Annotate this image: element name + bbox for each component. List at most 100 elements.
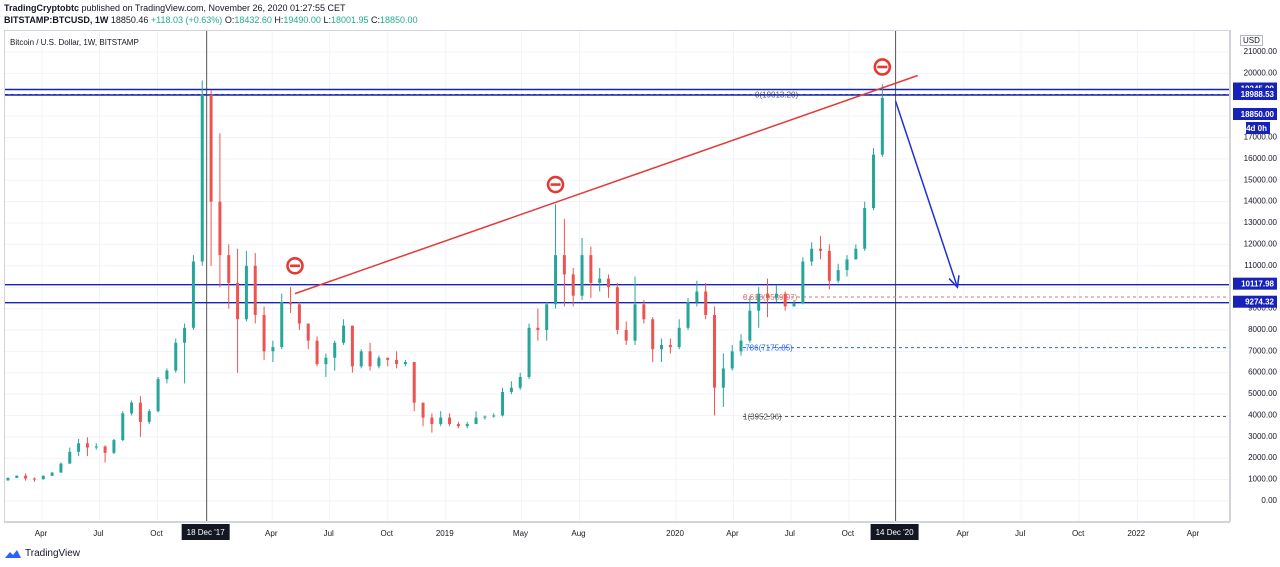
candle-body [571, 274, 575, 296]
candle [227, 244, 231, 309]
chart-pane[interactable]: 0(19013.20) 0.618(9539.97) .786(7175.85) 1(… [4, 30, 1230, 522]
price-tick-label: 6000.00 [1248, 368, 1277, 377]
time-tick-label: Jul [1015, 529, 1025, 538]
price-tag-label: 18850.00 [1241, 110, 1275, 119]
candle [739, 334, 743, 356]
candle-body [624, 329, 628, 341]
candle [880, 84, 884, 157]
candle [253, 252, 257, 324]
price-tick-label: 2000.00 [1248, 453, 1277, 462]
candle-body [562, 255, 566, 275]
candle [421, 402, 425, 427]
open-label: O: [224, 15, 235, 25]
price-tick-label: 5000.00 [1248, 389, 1277, 398]
candle-body [615, 287, 619, 330]
price-tag: 10117.98 [1233, 277, 1277, 290]
price-tick-label: 9000.00 [1248, 304, 1277, 313]
candle [342, 319, 346, 345]
currency-label[interactable]: USD [1240, 35, 1263, 46]
candle-body [138, 402, 142, 422]
candle [872, 148, 876, 211]
time-axis[interactable]: Apr Jul Oct Apr Jul Oct 2019 May Aug 2020 Apr Jul Oc… [4, 522, 1230, 540]
time-tick-label: Jul [324, 529, 334, 538]
candle [863, 201, 867, 251]
price-change: +118.03 (+0.63%) [150, 15, 223, 25]
candle [130, 400, 134, 416]
candle [633, 276, 637, 345]
candle-body [85, 443, 89, 448]
candle-body [483, 416, 487, 418]
open-value: 18432.60 [234, 15, 272, 25]
price-tick-label: 15000.00 [1244, 175, 1278, 184]
candle [660, 338, 664, 363]
candle [704, 282, 708, 320]
time-highlight-label: 18 Dec '17 [187, 528, 226, 537]
candle [757, 287, 761, 328]
candle [297, 302, 301, 330]
candle [218, 133, 222, 288]
candle [191, 255, 195, 330]
candle-body [642, 304, 646, 320]
candle-body [448, 417, 452, 425]
candle-body [819, 248, 823, 251]
time-tick-label: Apr [1187, 529, 1200, 538]
candle-body [403, 362, 407, 365]
price-tick-label: 12000.00 [1244, 239, 1278, 248]
tradingview-logo-icon[interactable] [4, 549, 22, 559]
candle-body [24, 475, 28, 479]
candle [836, 263, 840, 283]
published-info: published on TradingView.com, November 2… [81, 3, 346, 13]
candle-body [872, 154, 876, 209]
candle [686, 297, 690, 330]
price-tag: 9274.32 [1233, 295, 1277, 308]
candle-body [633, 304, 637, 341]
time-tick-label: Apr [726, 529, 739, 538]
price-tick-label: 17000.00 [1244, 133, 1278, 142]
candle [554, 204, 558, 309]
candle [112, 438, 116, 454]
candle-body [668, 344, 672, 348]
candle-body [350, 325, 354, 367]
candle-body [783, 293, 787, 307]
candle-body [509, 387, 513, 392]
price-tick-label: 21000.00 [1244, 47, 1278, 56]
price-tick-label: 11000.00 [1244, 261, 1277, 270]
candle [6, 477, 10, 481]
candle-body [183, 327, 187, 343]
candle-body [686, 302, 690, 328]
price-tick-label: 4000.00 [1248, 410, 1277, 419]
price-axis[interactable]: 0.00 1000.00 2000.00 3000.00 4000.00 5000.00 6… [1230, 30, 1280, 522]
candle-body [147, 411, 151, 422]
candle-body [730, 351, 734, 369]
close-value: 18850.00 [380, 15, 418, 25]
candle-body [236, 282, 240, 320]
candle-body [174, 342, 178, 371]
candle-body [660, 344, 664, 350]
candle-body [227, 255, 231, 283]
candle-body [77, 443, 81, 452]
candle-body [271, 347, 275, 352]
price-tick-label: 13000.00 [1244, 218, 1278, 227]
price-tag-bg [1233, 277, 1277, 290]
candle-body [527, 327, 531, 377]
candle [271, 340, 275, 363]
candle [562, 218, 566, 307]
price-chart[interactable]: 0(19013.20)0.618(9539.97).786(7175.85)1(… [5, 31, 1230, 522]
candle-body [456, 424, 460, 427]
candle [121, 411, 125, 442]
candle [845, 255, 849, 277]
footer-brand[interactable]: TradingView [25, 548, 81, 559]
time-tick-label: Apr [265, 529, 278, 538]
candle-body [395, 359, 399, 365]
price-tag-label: 4d 0h [1246, 124, 1267, 133]
author-name[interactable]: TradingCryptobtc [4, 3, 80, 13]
price-tick-label: 8000.00 [1248, 325, 1277, 334]
candle [403, 359, 407, 367]
stop-sign-icon [873, 58, 892, 76]
candle [324, 353, 328, 377]
candle [32, 477, 36, 482]
time-tick-label: Aug [571, 529, 585, 538]
candle-body [810, 248, 814, 262]
time-tick-label: Oct [842, 529, 855, 538]
stop-sign-icon [546, 175, 565, 194]
